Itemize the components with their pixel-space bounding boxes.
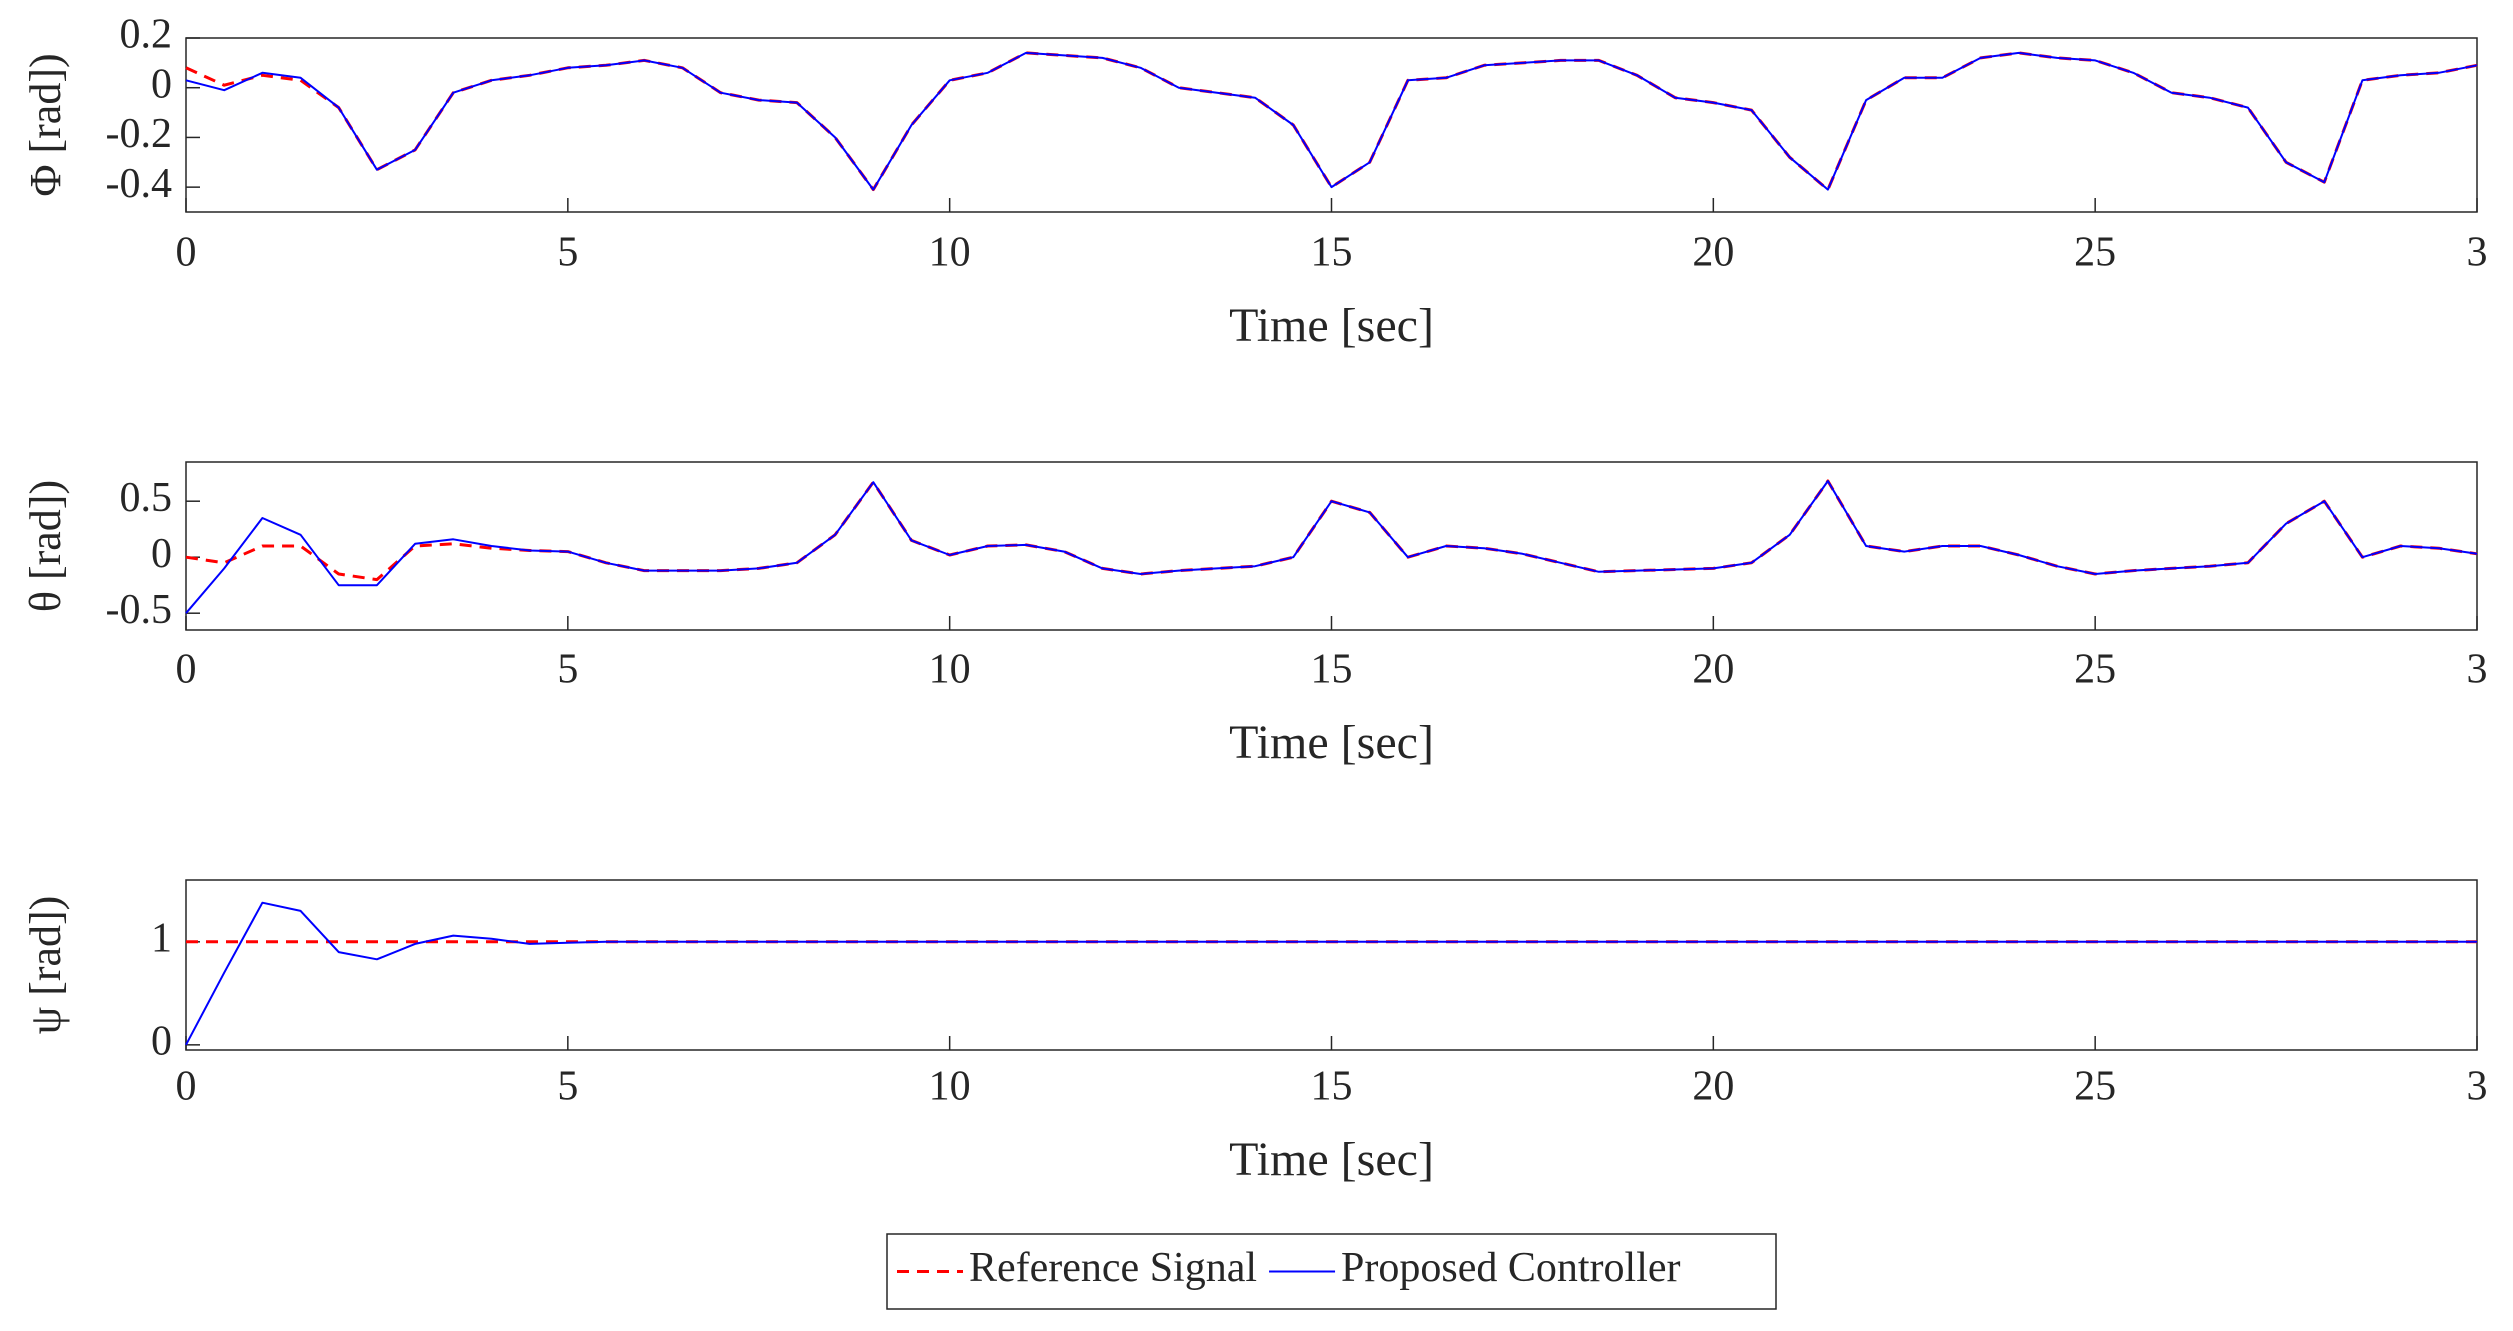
x-tick-label: 10	[929, 647, 971, 693]
x-tick-label: 20	[1692, 1064, 1734, 1110]
y-tick-label: 1	[151, 915, 172, 961]
y-tick-label: -0.5	[106, 587, 173, 633]
x-tick-label: 25	[2074, 230, 2116, 276]
x-tick-label: 10	[929, 230, 971, 276]
x-tick-label: 25	[2074, 1064, 2116, 1110]
x-axis-label: Time [sec]	[1229, 716, 1434, 769]
y-tick-label: -0.4	[106, 161, 173, 207]
y-tick-label: 0	[151, 531, 172, 577]
y-axis-label: ψ [rad])	[21, 896, 70, 1035]
y-axis-label: θ [rad])	[21, 480, 70, 612]
plot-area	[185, 461, 2478, 631]
x-tick-label: 15	[1311, 230, 1353, 276]
legend-label: Proposed Controller	[1341, 1245, 1680, 1291]
plot-area	[185, 879, 2478, 1051]
x-tick-label: 20	[1692, 230, 1734, 276]
y-tick-label: -0.2	[106, 111, 173, 157]
y-axis-label: Φ [rad])	[21, 53, 70, 196]
x-tick-label: 0	[176, 1064, 197, 1110]
y-tick-label: 0	[151, 61, 172, 107]
x-tick-label: 3	[2467, 1064, 2488, 1110]
x-tick-label: 3	[2467, 647, 2488, 693]
x-tick-label: 10	[929, 1064, 971, 1110]
series-line	[185, 901, 2477, 1046]
y-tick-label: 0.2	[120, 12, 173, 58]
legend-label: Reference Signal	[969, 1245, 1257, 1291]
x-tick-label: 5	[557, 647, 578, 693]
y-tick-label: 0	[151, 1018, 172, 1064]
x-tick-label: 5	[557, 1064, 578, 1110]
x-axis-label: Time [sec]	[1229, 299, 1434, 352]
x-tick-label: 20	[1692, 647, 1734, 693]
x-axis-label: Time [sec]	[1229, 1133, 1434, 1186]
x-tick-label: 25	[2074, 647, 2116, 693]
x-tick-label: 0	[176, 647, 197, 693]
x-tick-label: 3	[2467, 230, 2488, 276]
series-line	[185, 51, 2478, 191]
x-tick-label: 0	[176, 230, 197, 276]
series-line	[185, 480, 2478, 614]
y-tick-label: 0.5	[120, 475, 173, 521]
x-tick-label: 15	[1311, 647, 1353, 693]
x-tick-label: 15	[1311, 1064, 1353, 1110]
x-tick-label: 5	[557, 230, 578, 276]
